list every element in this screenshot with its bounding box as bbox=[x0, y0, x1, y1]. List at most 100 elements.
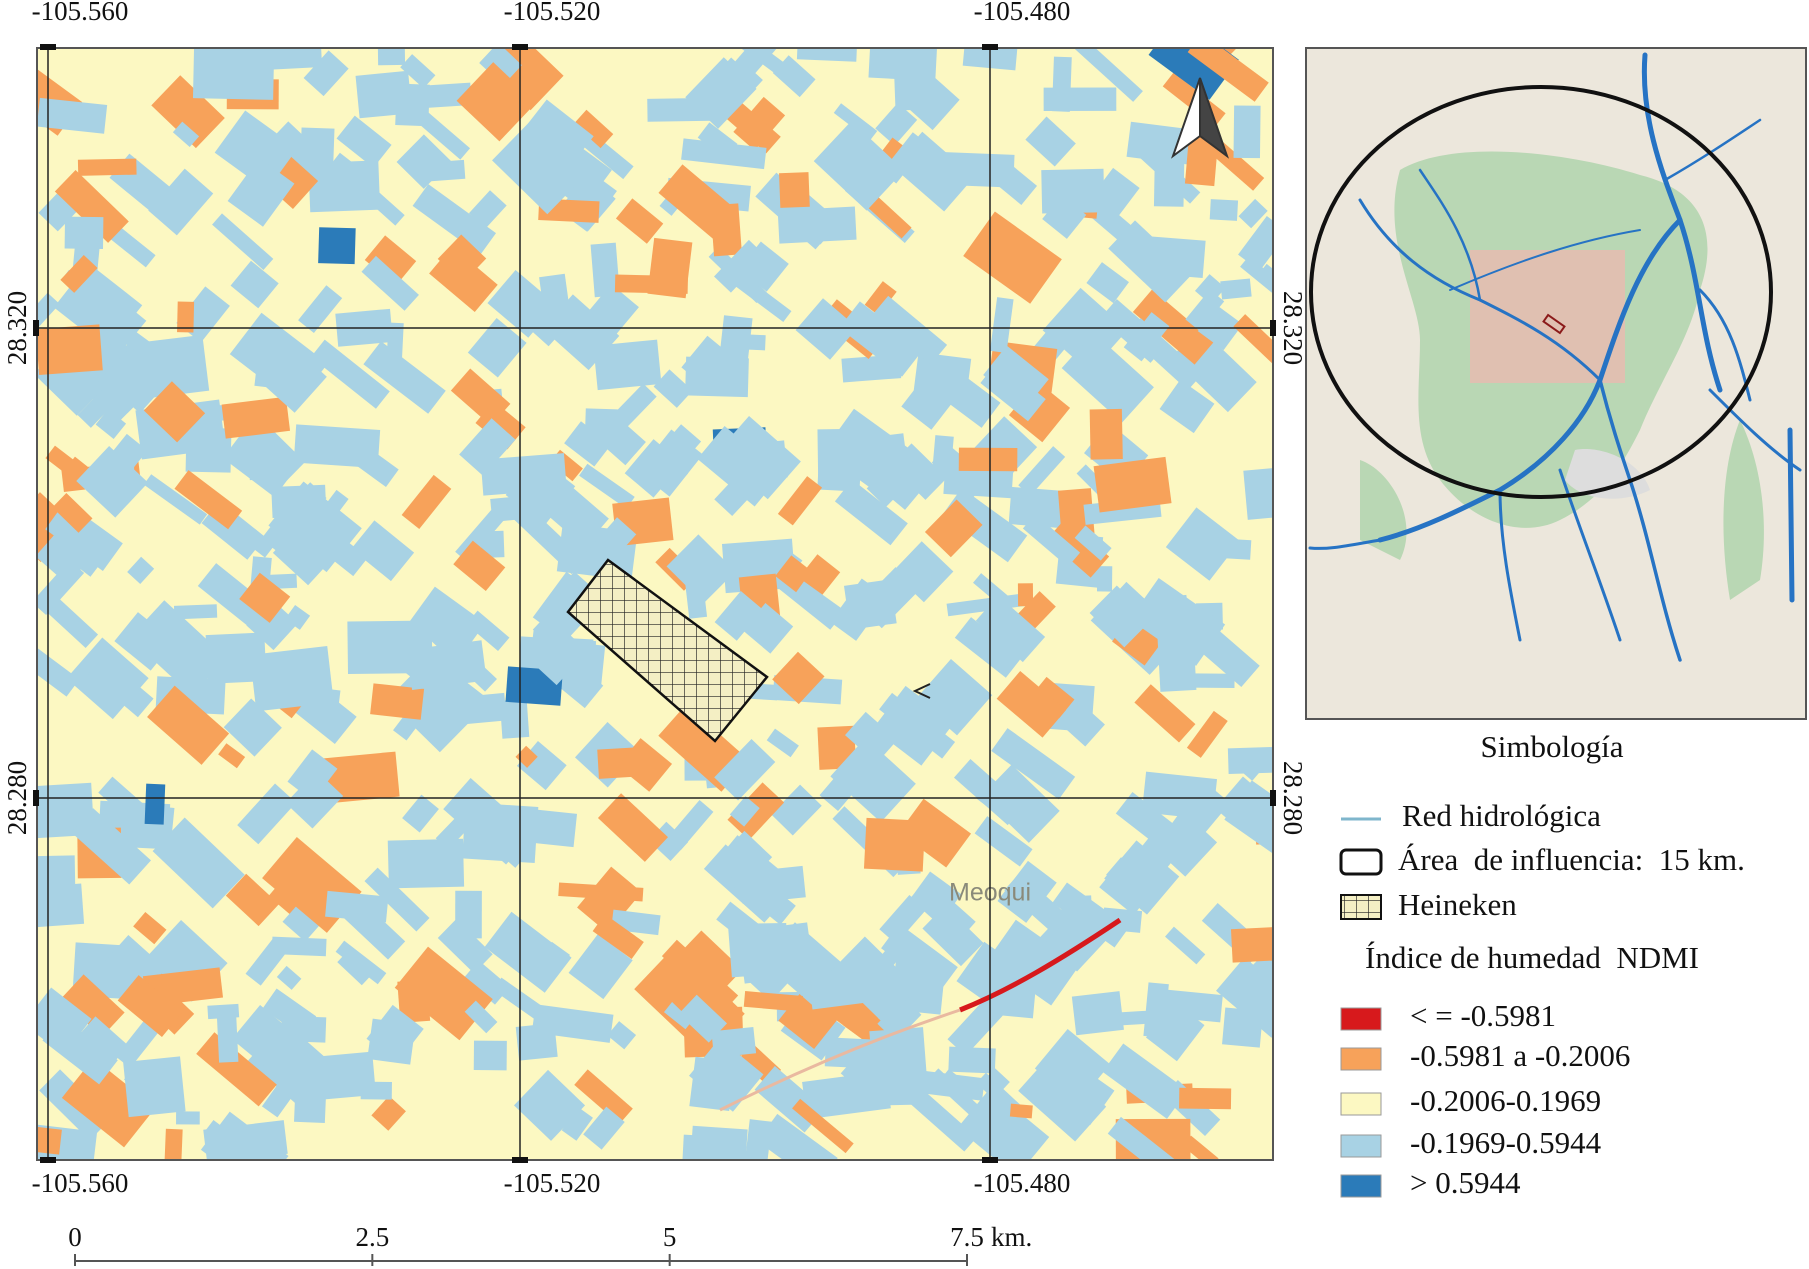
legend-swatch bbox=[1340, 1134, 1382, 1158]
land-patch bbox=[593, 339, 662, 391]
land-patch bbox=[611, 383, 657, 430]
land-patch bbox=[924, 499, 983, 558]
land-patch bbox=[1034, 1028, 1111, 1104]
land-patch bbox=[1108, 220, 1192, 303]
land-patch bbox=[239, 572, 291, 623]
land-patch bbox=[1074, 48, 1143, 102]
land-patch bbox=[892, 541, 954, 603]
land-patch bbox=[1243, 466, 1273, 520]
ndmi-raster bbox=[37, 48, 1273, 1160]
land-patch bbox=[480, 453, 567, 496]
legend-label: -0.2006-0.1969 bbox=[1410, 1083, 1601, 1118]
land-patch bbox=[666, 800, 714, 851]
land-patch bbox=[991, 728, 1076, 800]
land-patch bbox=[734, 333, 766, 351]
land-patch bbox=[946, 592, 1030, 617]
land-patch bbox=[61, 1058, 156, 1148]
land-patch bbox=[364, 867, 430, 932]
land-patch bbox=[221, 396, 291, 439]
land-patch bbox=[133, 911, 167, 945]
marker bbox=[912, 683, 931, 699]
land-patch bbox=[172, 121, 200, 148]
land-patch bbox=[499, 698, 530, 739]
land-patch bbox=[1239, 756, 1264, 781]
land-patch bbox=[75, 1016, 129, 1068]
land-patch bbox=[318, 227, 356, 265]
land-patch bbox=[1149, 988, 1223, 1023]
land-patch bbox=[1190, 673, 1235, 688]
land-patch bbox=[592, 914, 644, 960]
land-patch bbox=[371, 1095, 406, 1131]
land-patch bbox=[729, 48, 781, 84]
land-patch bbox=[834, 479, 908, 546]
land-patch bbox=[492, 120, 587, 215]
land-patch bbox=[1185, 289, 1225, 332]
land-patch bbox=[881, 132, 928, 184]
land-patch bbox=[37, 987, 92, 1055]
land-patch bbox=[77, 158, 137, 176]
land-patch bbox=[227, 157, 295, 227]
land-patch bbox=[377, 48, 406, 66]
legend-swatch bbox=[1340, 1047, 1382, 1071]
map-frame bbox=[36, 47, 1274, 1161]
land-patch bbox=[1132, 289, 1214, 365]
land-patch bbox=[406, 640, 487, 691]
scale-unit: km. bbox=[991, 1222, 1032, 1252]
land-patch bbox=[276, 965, 302, 990]
legend-label: -0.1969-0.5944 bbox=[1410, 1125, 1602, 1160]
channel bbox=[959, 917, 1122, 1013]
legend-title: Simbología bbox=[1481, 729, 1624, 764]
land-patch bbox=[284, 604, 311, 630]
land-patch bbox=[325, 890, 389, 923]
land-patch bbox=[658, 164, 739, 240]
coord-label: -105.480 bbox=[974, 1168, 1071, 1198]
land-patch bbox=[915, 658, 993, 736]
coord-label: 28.320 bbox=[1278, 291, 1308, 365]
land-patch bbox=[681, 138, 767, 170]
land-patch bbox=[386, 662, 477, 753]
land-patch bbox=[577, 866, 642, 934]
land-patch bbox=[889, 477, 921, 510]
land-patch bbox=[868, 48, 938, 82]
land-patch bbox=[711, 1026, 757, 1058]
land-patch bbox=[143, 474, 208, 525]
land-patch bbox=[1086, 262, 1129, 304]
tick-mark bbox=[1270, 790, 1276, 806]
land-patch bbox=[351, 520, 415, 582]
land-patch bbox=[1099, 876, 1143, 916]
land-patch bbox=[310, 339, 390, 409]
land-patch bbox=[37, 97, 108, 134]
land-patch bbox=[1209, 199, 1239, 221]
coord-label: -105.520 bbox=[504, 0, 601, 26]
land-patch bbox=[1194, 274, 1226, 305]
land-patch bbox=[177, 301, 195, 333]
land-patch bbox=[718, 262, 792, 323]
land-patch bbox=[455, 890, 482, 939]
land-patch bbox=[1018, 1055, 1107, 1142]
land-patch bbox=[54, 170, 129, 243]
land-patch bbox=[1017, 591, 1056, 630]
land-patch bbox=[37, 1125, 62, 1155]
graticule: -105.560 -105.560 -105.520 -105.520 -105.480… bbox=[2, 0, 1308, 1198]
land-patch bbox=[1008, 380, 1071, 443]
land-patch bbox=[666, 534, 736, 604]
land-patch bbox=[336, 115, 392, 168]
land-patch bbox=[1165, 507, 1240, 581]
land-patch bbox=[1106, 857, 1164, 912]
land-patch bbox=[561, 1107, 593, 1141]
land-patch bbox=[1182, 1135, 1219, 1160]
land-patch bbox=[185, 427, 232, 473]
land-patch bbox=[755, 172, 837, 250]
land-patch bbox=[216, 1007, 239, 1063]
land-patch bbox=[872, 685, 955, 766]
land-patch bbox=[766, 728, 799, 758]
land-patch bbox=[922, 905, 984, 967]
land-patch bbox=[117, 975, 183, 1037]
land-patch bbox=[597, 793, 668, 862]
land-patch bbox=[493, 48, 556, 85]
land-patch bbox=[958, 447, 1018, 472]
land-patch bbox=[757, 1113, 838, 1160]
land-patch bbox=[830, 578, 888, 641]
land-patch bbox=[218, 743, 246, 769]
land-patch bbox=[437, 918, 493, 974]
